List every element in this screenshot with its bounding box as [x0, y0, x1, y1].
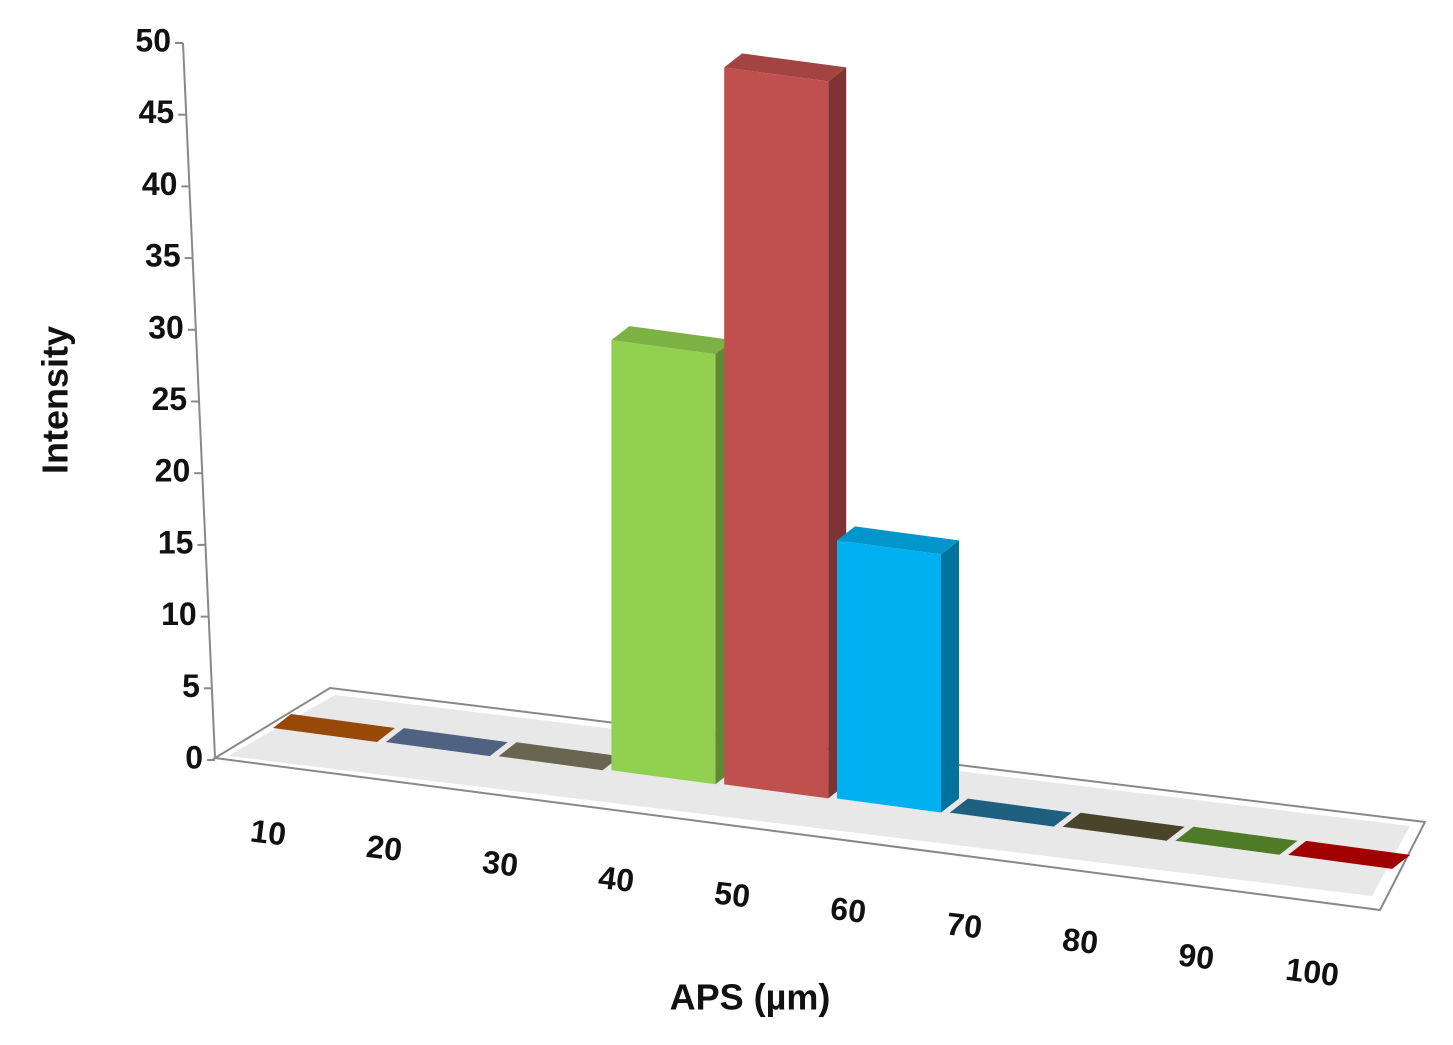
y-tick-label: 15 — [158, 524, 194, 560]
x-axis-title: APS (µm) — [670, 977, 831, 1018]
x-tick-label: 70 — [944, 905, 984, 945]
bar-top — [724, 53, 847, 82]
bar-top — [385, 728, 508, 757]
x-tick-label: 60 — [828, 890, 868, 930]
bar-side — [941, 540, 959, 813]
x-tick-label: 80 — [1060, 921, 1100, 961]
x-tick-label: 50 — [712, 874, 752, 914]
y-tick-label: 30 — [148, 309, 184, 345]
bar-top — [611, 326, 734, 355]
y-tick-label: 5 — [182, 668, 200, 704]
x-tick-label: 90 — [1176, 936, 1216, 976]
x-tick-label: 40 — [596, 859, 636, 899]
y-tick-label: 10 — [161, 596, 197, 632]
bar-top — [1175, 826, 1298, 855]
y-tick-label: 50 — [135, 22, 171, 58]
x-tick-label: 30 — [480, 843, 520, 883]
bar-top — [273, 714, 395, 742]
y-tick-label: 0 — [185, 739, 203, 775]
y-tick-label: 25 — [151, 381, 187, 417]
bar-front — [611, 340, 716, 785]
bar-top — [1288, 840, 1411, 869]
x-tick-label: 20 — [364, 828, 404, 868]
x-tick-label: 10 — [248, 812, 288, 852]
y-tick-label: 40 — [142, 166, 178, 202]
bar-top — [837, 526, 959, 555]
bar-top — [1062, 812, 1185, 841]
y-tick-label: 35 — [145, 238, 181, 274]
bar-front — [724, 67, 829, 799]
x-tick-label: 100 — [1284, 951, 1341, 993]
bar-front — [837, 540, 941, 813]
bar-top — [498, 742, 621, 771]
y-tick-label: 45 — [139, 94, 175, 130]
y-axis-title: Intensity — [35, 326, 76, 474]
bar-top — [949, 798, 1072, 827]
y-tick-label: 20 — [155, 453, 191, 489]
